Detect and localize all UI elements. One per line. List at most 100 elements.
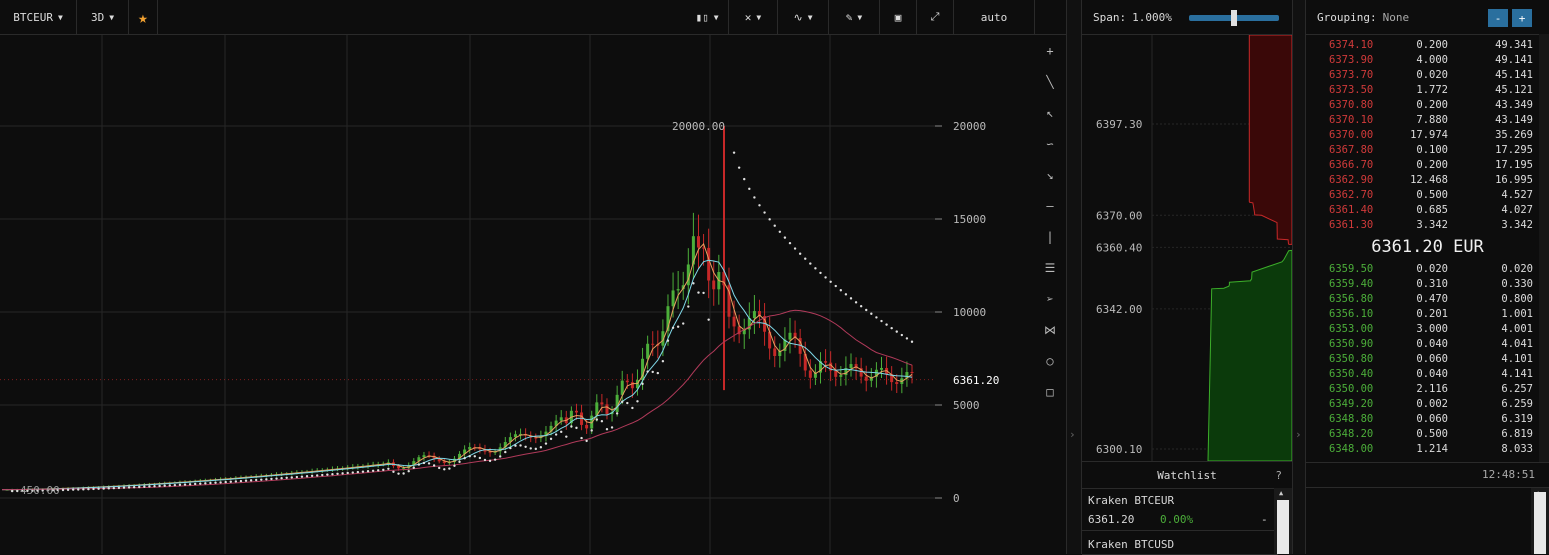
ask-row[interactable]: 6361.30 3.342 3.342: [1306, 219, 1549, 234]
bid-row[interactable]: 6356.10 0.201 1.001: [1306, 308, 1549, 323]
lower-scrollbar[interactable]: ▲: [1531, 488, 1549, 554]
indicators-button[interactable]: ∿ ▼: [778, 0, 829, 34]
ask-row[interactable]: 6370.10 7.880 43.149: [1306, 114, 1549, 129]
candle-body: [757, 311, 761, 317]
total: 4.101: [1501, 353, 1533, 365]
scroll-up-icon[interactable]: ▲: [1279, 489, 1284, 497]
sar-dot: [377, 469, 380, 472]
chart-type-button[interactable]: ▮▯ ▼: [686, 0, 729, 34]
sar-dot: [575, 426, 578, 430]
grouping-increase-button[interactable]: +: [1512, 9, 1532, 27]
curve-tool[interactable]: ∽: [1036, 128, 1064, 159]
scrollbar-thumb[interactable]: [1277, 500, 1289, 554]
ask-row[interactable]: 6367.80 0.100 17.295: [1306, 144, 1549, 159]
sar-dot: [458, 460, 461, 464]
slider-thumb[interactable]: [1231, 10, 1237, 26]
sar-dot: [753, 196, 756, 199]
sar-dot: [453, 464, 456, 467]
candle-body: [412, 461, 416, 466]
candle-body: [834, 370, 838, 377]
interval-selector[interactable]: 3D ▼: [77, 0, 129, 34]
arrow-se-tool[interactable]: ↘: [1036, 159, 1064, 190]
sar-dot: [219, 481, 222, 484]
circle-tool[interactable]: ○: [1036, 345, 1064, 376]
sar-dot: [819, 271, 822, 275]
bid-row[interactable]: 6349.20 0.002 6.259: [1306, 398, 1549, 413]
amount: 0.020: [1416, 263, 1448, 275]
candle-body: [707, 247, 711, 281]
scrollbar-thumb[interactable]: [1534, 492, 1546, 554]
watchlist-item[interactable]: Kraken BTCUSD: [1082, 531, 1278, 555]
pane-splitter[interactable]: ›: [1292, 0, 1306, 554]
sar-dot: [51, 489, 55, 492]
ask-row[interactable]: 6366.70 0.200 17.195: [1306, 159, 1549, 174]
price-chart[interactable]: 20000 15000 10000 5000 0 20000.00 450.00 636…: [0, 35, 1035, 554]
bid-row[interactable]: 6348.80 0.060 6.319: [1306, 413, 1549, 428]
grouping-decrease-button[interactable]: -: [1488, 9, 1508, 27]
bid-row[interactable]: 6359.40 0.310 0.330: [1306, 278, 1549, 293]
lines-tool[interactable]: ☰: [1036, 252, 1064, 283]
favorite-star-button[interactable]: ★: [129, 0, 158, 34]
line-tool[interactable]: ╲: [1036, 66, 1064, 97]
star-icon: ★: [138, 7, 148, 27]
candle-body: [686, 264, 690, 286]
order-book-scrollbar[interactable]: [1539, 34, 1549, 462]
sar-dot: [244, 479, 248, 482]
horizontal-line-tool[interactable]: —: [1036, 190, 1064, 221]
bid-row[interactable]: 6350.80 0.060 4.101: [1306, 353, 1549, 368]
ask-row[interactable]: 6362.70 0.500 4.527: [1306, 189, 1549, 204]
sar-dot: [427, 462, 431, 465]
ask-row[interactable]: 6370.80 0.200 43.349: [1306, 99, 1549, 114]
bid-row[interactable]: 6350.40 0.040 4.141: [1306, 368, 1549, 383]
amount: 0.200: [1416, 39, 1448, 51]
ask-row[interactable]: 6373.50 1.772 45.121: [1306, 84, 1549, 99]
vertical-line-tool[interactable]: |: [1036, 221, 1064, 252]
crosshair-button[interactable]: ✕ ▼: [729, 0, 778, 34]
watchlist-scrollbar[interactable]: ▲: [1274, 488, 1292, 554]
price: 6348.80: [1329, 413, 1374, 425]
bid-row[interactable]: 6350.90 0.040 4.041: [1306, 338, 1549, 353]
sar-dot: [900, 333, 904, 337]
pane-splitter[interactable]: ›: [1066, 0, 1082, 554]
sar-dot: [671, 326, 675, 329]
ask-row[interactable]: 6373.90 4.000 49.141: [1306, 54, 1549, 69]
arrow-tool[interactable]: ↖: [1036, 97, 1064, 128]
ask-row[interactable]: 6362.90 12.468 16.995: [1306, 174, 1549, 189]
ask-row[interactable]: 6361.40 0.685 4.027: [1306, 204, 1549, 219]
sar-dot: [870, 312, 873, 315]
bid-row[interactable]: 6356.80 0.470 0.800: [1306, 293, 1549, 308]
bid-row[interactable]: 6353.00 3.000 4.001: [1306, 323, 1549, 338]
screenshot-icon: ▣: [894, 10, 902, 24]
amount: 3.342: [1416, 219, 1448, 231]
square-tool[interactable]: □: [1036, 376, 1064, 407]
watchlist-item[interactable]: Kraken BTCEUR 6361.20 0.00% -: [1082, 488, 1278, 531]
depth-chart[interactable]: 6397.30 6370.00 6360.40 6342.00 6300.10: [1082, 35, 1292, 461]
screenshot-button[interactable]: ▣: [880, 0, 917, 34]
fork-tool[interactable]: ⋈: [1036, 314, 1064, 345]
sar-dot: [254, 478, 258, 482]
fullscreen-button[interactable]: ⤢: [917, 0, 954, 34]
plus-tool[interactable]: +: [1036, 35, 1064, 66]
bid-row[interactable]: 6359.50 0.020 0.020: [1306, 263, 1549, 278]
grouping-value[interactable]: None: [1382, 10, 1410, 24]
price: 6350.90: [1329, 338, 1374, 350]
total: 49.141: [1495, 54, 1533, 66]
sar-dot: [788, 241, 792, 245]
ask-row[interactable]: 6374.10 0.200 49.341: [1306, 39, 1549, 54]
ask-row[interactable]: 6373.70 0.020 45.141: [1306, 69, 1549, 84]
help-icon[interactable]: ?: [1275, 468, 1282, 482]
draw-button[interactable]: ✎ ▼: [829, 0, 880, 34]
sar-dot: [270, 477, 273, 481]
candle-body: [559, 417, 563, 421]
sar-dot: [702, 291, 705, 295]
bid-row[interactable]: 6348.20 0.500 6.819: [1306, 428, 1549, 443]
bid-row[interactable]: 6348.00 1.214 8.033: [1306, 443, 1549, 458]
price: 6353.00: [1329, 323, 1374, 335]
bid-row[interactable]: 6350.00 2.116 6.257: [1306, 383, 1549, 398]
symbol-selector[interactable]: BTCEUR ▼: [0, 0, 77, 34]
mid-price: 6361.20 EUR: [1371, 237, 1484, 257]
ask-row[interactable]: 6370.00 17.974 35.269: [1306, 129, 1549, 144]
scale-mode-button[interactable]: auto: [954, 0, 1035, 34]
cursor-tool[interactable]: ➢: [1036, 283, 1064, 314]
span-slider[interactable]: [1189, 10, 1279, 26]
